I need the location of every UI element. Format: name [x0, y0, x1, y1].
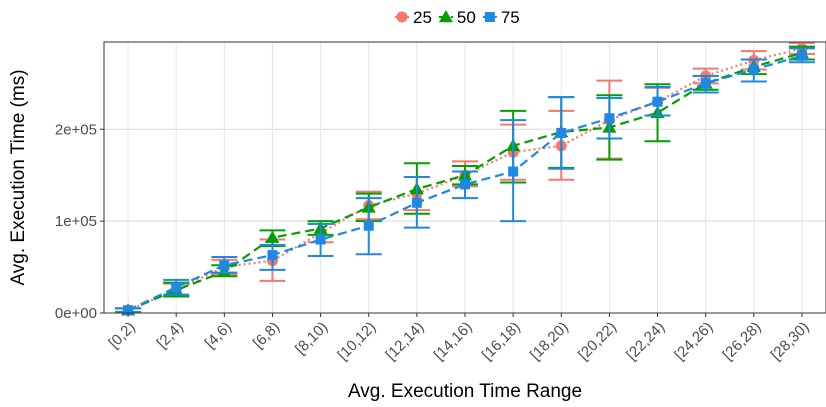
y-axis: 0e+00 1e+05 2e+05: [55, 121, 104, 322]
legend-item-25: 25: [395, 8, 432, 27]
data-point: [363, 220, 374, 231]
x-tick-label: [14,16): [431, 319, 476, 364]
legend-key-marker: [438, 10, 453, 23]
x-tick-label: [22,24): [623, 319, 668, 364]
x-tick-label: [12,14): [382, 319, 427, 364]
data-point: [748, 64, 759, 75]
y-tick-label: 2e+05: [55, 121, 97, 138]
x-tick-label: [24,26): [671, 319, 716, 364]
x-tick-label: [4,6): [202, 319, 235, 352]
data-point: [604, 113, 615, 124]
x-tick-label: [6,8): [250, 319, 283, 352]
data-point: [267, 250, 278, 261]
legend-item-75: 75: [482, 8, 520, 27]
x-axis-title: Avg. Execution Time Range: [348, 381, 582, 402]
y-axis-title: Avg. Execution Time (ms): [8, 69, 29, 285]
legend-label: 50: [457, 8, 476, 27]
x-tick-label: [20,22): [575, 319, 620, 364]
data-point: [411, 197, 422, 208]
legend-item-50: 50: [438, 8, 476, 27]
data-point: [700, 78, 711, 89]
y-tick-label: 1e+05: [55, 213, 97, 230]
data-point: [460, 179, 470, 190]
x-axis: [0,2) [2,4) [4,6) [6,8) [8,10) [10,12) [12,14)…: [105, 313, 813, 364]
legend-key-marker: [396, 11, 408, 23]
series-line: [127, 54, 803, 312]
data-point: [265, 230, 280, 243]
data-point: [556, 127, 567, 138]
legend-label: 25: [413, 8, 432, 27]
data-point: [171, 282, 182, 293]
data-point: [508, 166, 519, 177]
x-tick-label: [16,18): [479, 319, 524, 364]
x-tick-label: [18,20): [527, 319, 572, 364]
x-tick-label: [26,28): [719, 319, 764, 364]
legend: 25 50 75: [395, 8, 520, 27]
series-75: [115, 47, 815, 316]
x-tick-label: [28,30): [768, 319, 813, 364]
legend-label: 75: [501, 8, 520, 27]
x-tick-label: [10,12): [334, 319, 379, 364]
y-tick-label: 0e+00: [55, 305, 97, 322]
x-tick-label: [0,2): [105, 319, 138, 352]
data-point: [315, 234, 326, 245]
series-layer: [115, 41, 815, 316]
x-tick-label: [2,4): [154, 319, 187, 352]
data-point: [796, 50, 807, 61]
data-point: [652, 96, 663, 107]
legend-key-marker: [484, 12, 495, 22]
data-point: [123, 305, 134, 316]
data-point: [219, 260, 230, 271]
x-tick-label: [8,10): [292, 319, 331, 358]
